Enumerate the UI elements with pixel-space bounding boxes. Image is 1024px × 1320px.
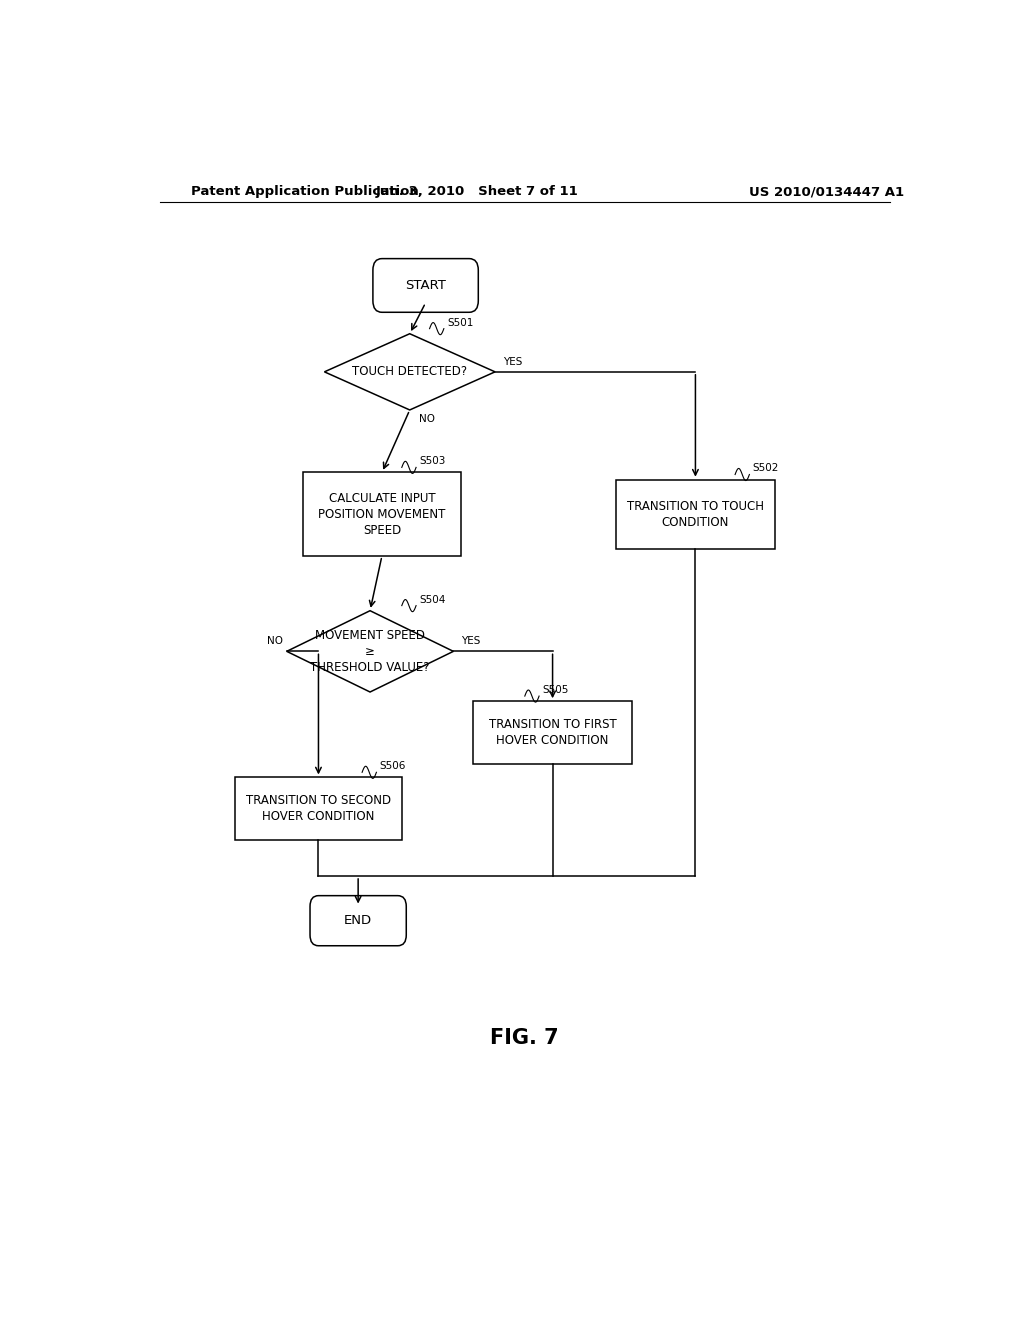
- Text: TOUCH DETECTED?: TOUCH DETECTED?: [352, 366, 467, 379]
- Text: S502: S502: [753, 463, 779, 474]
- Text: Patent Application Publication: Patent Application Publication: [191, 185, 419, 198]
- Text: S506: S506: [380, 762, 406, 771]
- Text: S501: S501: [447, 318, 473, 327]
- Polygon shape: [325, 334, 495, 411]
- Text: YES: YES: [461, 636, 480, 647]
- Text: NO: NO: [419, 414, 435, 424]
- Text: YES: YES: [503, 356, 522, 367]
- Bar: [236, 777, 401, 841]
- Text: S505: S505: [543, 685, 568, 696]
- Bar: [616, 479, 775, 549]
- FancyBboxPatch shape: [373, 259, 478, 313]
- Text: MOVEMENT SPEED
≥
THRESHOLD VALUE?: MOVEMENT SPEED ≥ THRESHOLD VALUE?: [310, 628, 430, 673]
- Text: NO: NO: [266, 636, 283, 647]
- Bar: [303, 473, 461, 556]
- FancyBboxPatch shape: [310, 896, 407, 945]
- Text: TRANSITION TO TOUCH
CONDITION: TRANSITION TO TOUCH CONDITION: [627, 500, 764, 528]
- Text: FIG. 7: FIG. 7: [490, 1027, 559, 1048]
- Text: END: END: [344, 915, 372, 927]
- Text: TRANSITION TO FIRST
HOVER CONDITION: TRANSITION TO FIRST HOVER CONDITION: [488, 718, 616, 747]
- Bar: [473, 701, 632, 764]
- Text: CALCULATE INPUT
POSITION MOVEMENT
SPEED: CALCULATE INPUT POSITION MOVEMENT SPEED: [318, 491, 445, 537]
- Text: S504: S504: [419, 594, 445, 605]
- Text: S503: S503: [419, 457, 445, 466]
- Text: START: START: [406, 279, 446, 292]
- Text: TRANSITION TO SECOND
HOVER CONDITION: TRANSITION TO SECOND HOVER CONDITION: [246, 795, 391, 824]
- Polygon shape: [287, 611, 454, 692]
- Text: US 2010/0134447 A1: US 2010/0134447 A1: [749, 185, 904, 198]
- Text: Jun. 3, 2010   Sheet 7 of 11: Jun. 3, 2010 Sheet 7 of 11: [376, 185, 579, 198]
